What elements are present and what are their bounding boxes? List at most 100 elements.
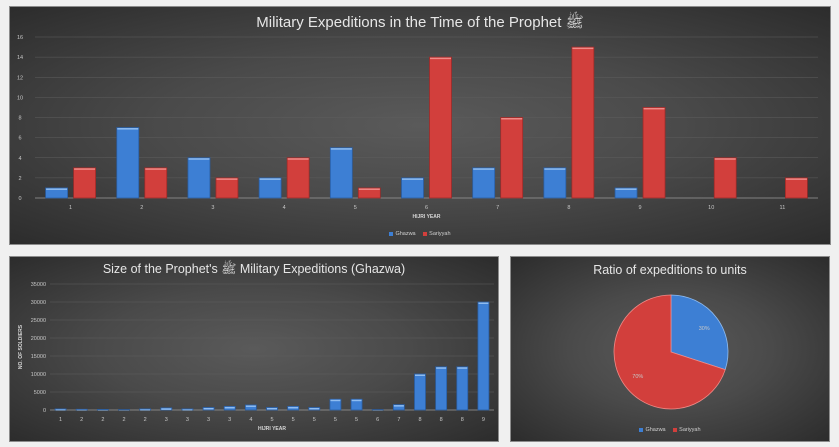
y-tick-label: 20000: [31, 336, 46, 342]
y-tick-label: 14: [17, 55, 23, 61]
chart-legend: Ghazwa Sariyyah: [10, 231, 830, 237]
y-tick-label: 35000: [31, 282, 46, 288]
bar: [543, 167, 567, 199]
legend-item-sariyyah: Sariyyah: [423, 231, 451, 237]
bar: [350, 398, 363, 411]
bar-highlight: [140, 409, 151, 411]
bar: [429, 56, 452, 199]
bar-highlight: [288, 406, 299, 409]
x-tick-label: 2: [80, 417, 83, 423]
ghazwa-size-bar-chart: 0 5000 10000 15000 20000 25000 30000 35000 1 2 2 2 2…: [18, 282, 494, 432]
x-tick-label: 8: [440, 417, 443, 423]
x-tick-label: 6: [376, 417, 379, 423]
ghazwa-size-chart-panel: Size of the Prophet's ﷺ Military Expedit…: [9, 256, 499, 442]
bar-highlight: [203, 407, 214, 410]
bar: [456, 366, 469, 411]
x-tick-label: 2: [122, 417, 125, 423]
x-tick-label: 9: [639, 205, 642, 211]
bar: [500, 117, 524, 199]
x-tick-label: 7: [397, 417, 400, 423]
legend-swatch-ghazwa: [389, 231, 394, 236]
bar: [187, 157, 211, 199]
legend-item-ghazwa: Ghazwa: [389, 231, 416, 237]
pie-slice-ghazwa: [670, 294, 729, 371]
x-tick-label: 5: [355, 417, 358, 423]
bar: [713, 157, 737, 199]
bar: [614, 187, 638, 199]
x-axis-title: HIJRI YEAR: [413, 214, 441, 220]
x-tick-label: 9: [482, 417, 485, 423]
chart-title: Military Expeditions in the Time of the …: [256, 14, 584, 31]
bar-highlight: [188, 158, 210, 160]
chart-title: Ratio of expeditions to units: [593, 263, 747, 277]
x-tick-label: 5: [292, 417, 295, 423]
bar-highlight: [643, 107, 665, 110]
bar: [477, 301, 490, 411]
x-tick-label: 5: [313, 417, 316, 423]
bar: [144, 167, 168, 199]
y-tick-label: 10000: [31, 372, 46, 378]
x-axis-title: HIJRI YEAR: [258, 426, 286, 432]
bar-highlight: [117, 128, 139, 130]
legend-swatch-ghazwa: [639, 427, 644, 432]
bar-highlight: [478, 302, 489, 304]
bar-highlight: [714, 158, 736, 160]
legend-label: Ghazwa: [645, 427, 666, 433]
legend-label: Sariyyah: [429, 231, 451, 237]
x-tick-label: 7: [496, 205, 499, 211]
bar-highlight: [415, 374, 425, 376]
bar-highlight: [224, 406, 235, 409]
x-tick-label: 11: [780, 205, 786, 211]
bar-highlight: [55, 409, 66, 411]
bar-highlight: [97, 409, 108, 411]
x-tick-label: 8: [567, 205, 570, 211]
y-tick-label: 0: [18, 196, 21, 202]
chart-legend: Ghazwa Sariyyah: [511, 427, 829, 433]
bar-highlight: [572, 47, 594, 50]
x-tick-label: 3: [186, 417, 189, 423]
x-tick-label: 4: [283, 205, 286, 211]
bar-highlight: [330, 148, 352, 150]
y-axis-title: NO. OF SOLDIERS: [18, 324, 24, 369]
bar: [642, 107, 666, 199]
bar-highlight: [267, 407, 277, 410]
bar-highlight: [351, 399, 362, 402]
bar: [116, 127, 140, 199]
y-tick-label: 16: [17, 35, 23, 41]
bar-highlight: [216, 178, 238, 180]
bar: [244, 404, 257, 411]
bar-highlight: [161, 408, 172, 410]
y-tick-label: 6: [18, 136, 21, 142]
x-tick-label: 3: [228, 417, 231, 423]
y-tick-label: 0: [43, 408, 46, 414]
y-tick-label: 5000: [34, 390, 46, 396]
y-tick-label: 10: [17, 95, 23, 101]
bar: [215, 177, 239, 199]
y-tick-label: 4: [18, 156, 21, 162]
pie-slice-sariyyah: [613, 294, 726, 410]
x-tick-label: 8: [461, 417, 464, 423]
bar: [258, 177, 282, 199]
bar-highlight: [309, 407, 320, 410]
legend-swatch-sariyyah: [673, 427, 678, 432]
y-tick-label: 2: [18, 176, 21, 182]
bar: [472, 167, 496, 199]
bar-highlight: [615, 188, 637, 190]
x-tick-label: 1: [69, 205, 72, 211]
bar-highlight: [287, 158, 309, 160]
expeditions-chart-panel: Military Expeditions in the Time of the …: [9, 6, 831, 245]
bar: [571, 46, 595, 199]
y-tick-label: 25000: [31, 318, 46, 324]
bar: [45, 187, 68, 199]
bar-highlight: [259, 178, 281, 180]
x-tick-label: 2: [101, 417, 104, 423]
bar-highlight: [430, 57, 451, 60]
bar: [392, 404, 405, 411]
bar-highlight: [330, 399, 341, 402]
x-tick-label: 4: [249, 417, 252, 423]
bar: [329, 147, 353, 199]
legend-swatch-sariyyah: [423, 231, 428, 236]
legend-item-sariyyah: Sariyyah: [673, 427, 701, 433]
bar: [286, 157, 310, 199]
